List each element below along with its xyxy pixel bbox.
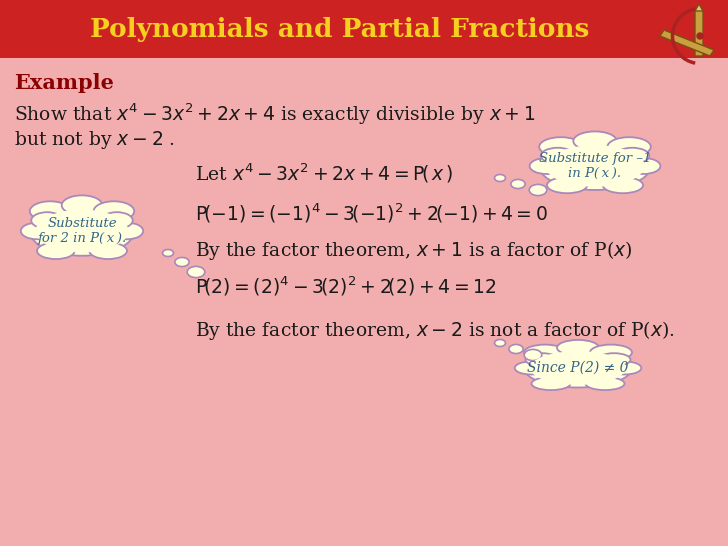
Circle shape [697,33,703,39]
Polygon shape [660,30,714,56]
Ellipse shape [609,361,641,375]
Ellipse shape [515,361,547,375]
Ellipse shape [511,180,525,188]
Polygon shape [695,4,703,56]
Text: Let $x^4-3x^2+2x+4=\mathrm{P}\!\left(\,x\,\right)$: Let $x^4-3x^2+2x+4=\mathrm{P}\!\left(\,x… [195,161,454,185]
Text: Substitute
for 2 in P( x ).: Substitute for 2 in P( x ). [37,217,127,245]
Ellipse shape [529,158,563,174]
Ellipse shape [36,210,128,252]
Ellipse shape [547,177,587,193]
Text: Show that $x^4-3x^2+2x+4$ is exactly divisible by $x+1$: Show that $x^4-3x^2+2x+4$ is exactly div… [14,101,535,127]
Ellipse shape [175,258,189,266]
Ellipse shape [94,201,134,221]
Ellipse shape [545,145,644,187]
Text: but not by $x-2$ .: but not by $x-2$ . [14,129,175,151]
Ellipse shape [494,175,505,181]
Ellipse shape [187,266,205,277]
Ellipse shape [62,195,103,215]
Ellipse shape [526,353,558,366]
Text: Example: Example [14,73,114,93]
Ellipse shape [531,377,571,390]
FancyBboxPatch shape [0,0,728,58]
Text: $\mathrm{P}\!\left(2\right)=\left(2\right)^4-3\!\left(2\right)^2+2\!\left(2\righ: $\mathrm{P}\!\left(2\right)=\left(2\righ… [195,274,496,298]
Ellipse shape [539,137,582,156]
Text: Since P(2) ≠ 0: Since P(2) ≠ 0 [527,361,629,375]
Ellipse shape [603,177,643,193]
Ellipse shape [509,345,523,354]
Ellipse shape [21,223,52,239]
Text: Substitute for –1
in P( x ).: Substitute for –1 in P( x ). [539,152,651,180]
Ellipse shape [101,212,132,229]
Ellipse shape [530,351,626,385]
Text: By the factor theorem, $x-2$ is not a factor of P($x$).: By the factor theorem, $x-2$ is not a fa… [195,319,675,342]
Text: $\mathrm{P}\!\left(-1\right)=\left(-1\right)^4-3\!\left(-1\right)^2+2\!\left(-1\: $\mathrm{P}\!\left(-1\right)=\left(-1\ri… [195,201,548,225]
Ellipse shape [539,142,651,190]
Ellipse shape [37,242,75,259]
Polygon shape [695,4,703,11]
Ellipse shape [162,250,173,257]
Ellipse shape [590,345,632,360]
Ellipse shape [557,340,599,355]
Ellipse shape [90,242,127,259]
Ellipse shape [524,348,632,388]
Text: Polynomials and Partial Fractions: Polynomials and Partial Fractions [90,16,590,41]
Ellipse shape [585,377,625,390]
Ellipse shape [31,212,63,229]
Ellipse shape [524,349,542,360]
Ellipse shape [494,340,505,347]
Ellipse shape [574,132,617,151]
Ellipse shape [626,158,660,174]
Ellipse shape [111,223,143,239]
Ellipse shape [30,201,71,221]
Text: By the factor theorem, $x+1$ is a factor of P($x$): By the factor theorem, $x+1$ is a factor… [195,239,633,262]
Ellipse shape [615,148,649,164]
Ellipse shape [529,185,547,195]
Ellipse shape [598,353,630,366]
Ellipse shape [607,137,651,156]
Ellipse shape [541,148,575,164]
Ellipse shape [524,345,566,360]
Ellipse shape [30,206,134,256]
